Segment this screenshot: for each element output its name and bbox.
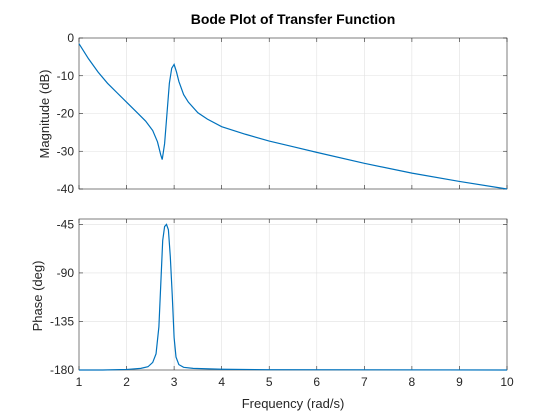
phase-xtick-label-2: 3 — [171, 375, 178, 389]
phase-xtick-label-6: 7 — [361, 375, 368, 389]
phase-ylabel: Phase (deg) — [30, 261, 45, 332]
phase-ytick-label-1: -90 — [57, 266, 75, 280]
magnitude-ytick-label-3: -30 — [57, 144, 75, 158]
magnitude-axes-box — [78, 37, 508, 190]
phase-ytick-label-0: -45 — [57, 217, 75, 231]
phase-xtick-label-8: 9 — [456, 375, 463, 389]
phase-xtick-label-0: 1 — [76, 375, 83, 389]
frequency-xlabel: Frequency (rad/s) — [242, 396, 345, 411]
phase-xtick-label-7: 8 — [409, 375, 416, 389]
phase-ytick-label-3: -180 — [50, 363, 74, 377]
magnitude-ytick-label-0: 0 — [67, 31, 74, 45]
magnitude-axes: 0 -10 -20 -30 -40 — [57, 31, 508, 196]
phase-xtick-label-5: 6 — [313, 375, 320, 389]
phase-series-line-0 — [79, 223, 508, 371]
phase-xtick-label-3: 4 — [218, 375, 225, 389]
phase-axes-box — [78, 218, 508, 371]
phase-ytick-label-2: -135 — [50, 314, 74, 328]
magnitude-ytick-label-2: -20 — [57, 107, 75, 121]
chart-title: Bode Plot of Transfer Function — [191, 11, 396, 27]
phase-xtick-label-1: 2 — [123, 375, 130, 389]
magnitude-ylabel: Magnitude (dB) — [37, 70, 52, 159]
phase-xtick-label-4: 5 — [266, 375, 273, 389]
magnitude-series-line-0 — [78, 43, 508, 190]
magnitude-ytick-label-4: -40 — [57, 182, 75, 196]
magnitude-ytick-label-1: -10 — [57, 69, 75, 83]
phase-xtick-label-9: 10 — [500, 375, 514, 389]
